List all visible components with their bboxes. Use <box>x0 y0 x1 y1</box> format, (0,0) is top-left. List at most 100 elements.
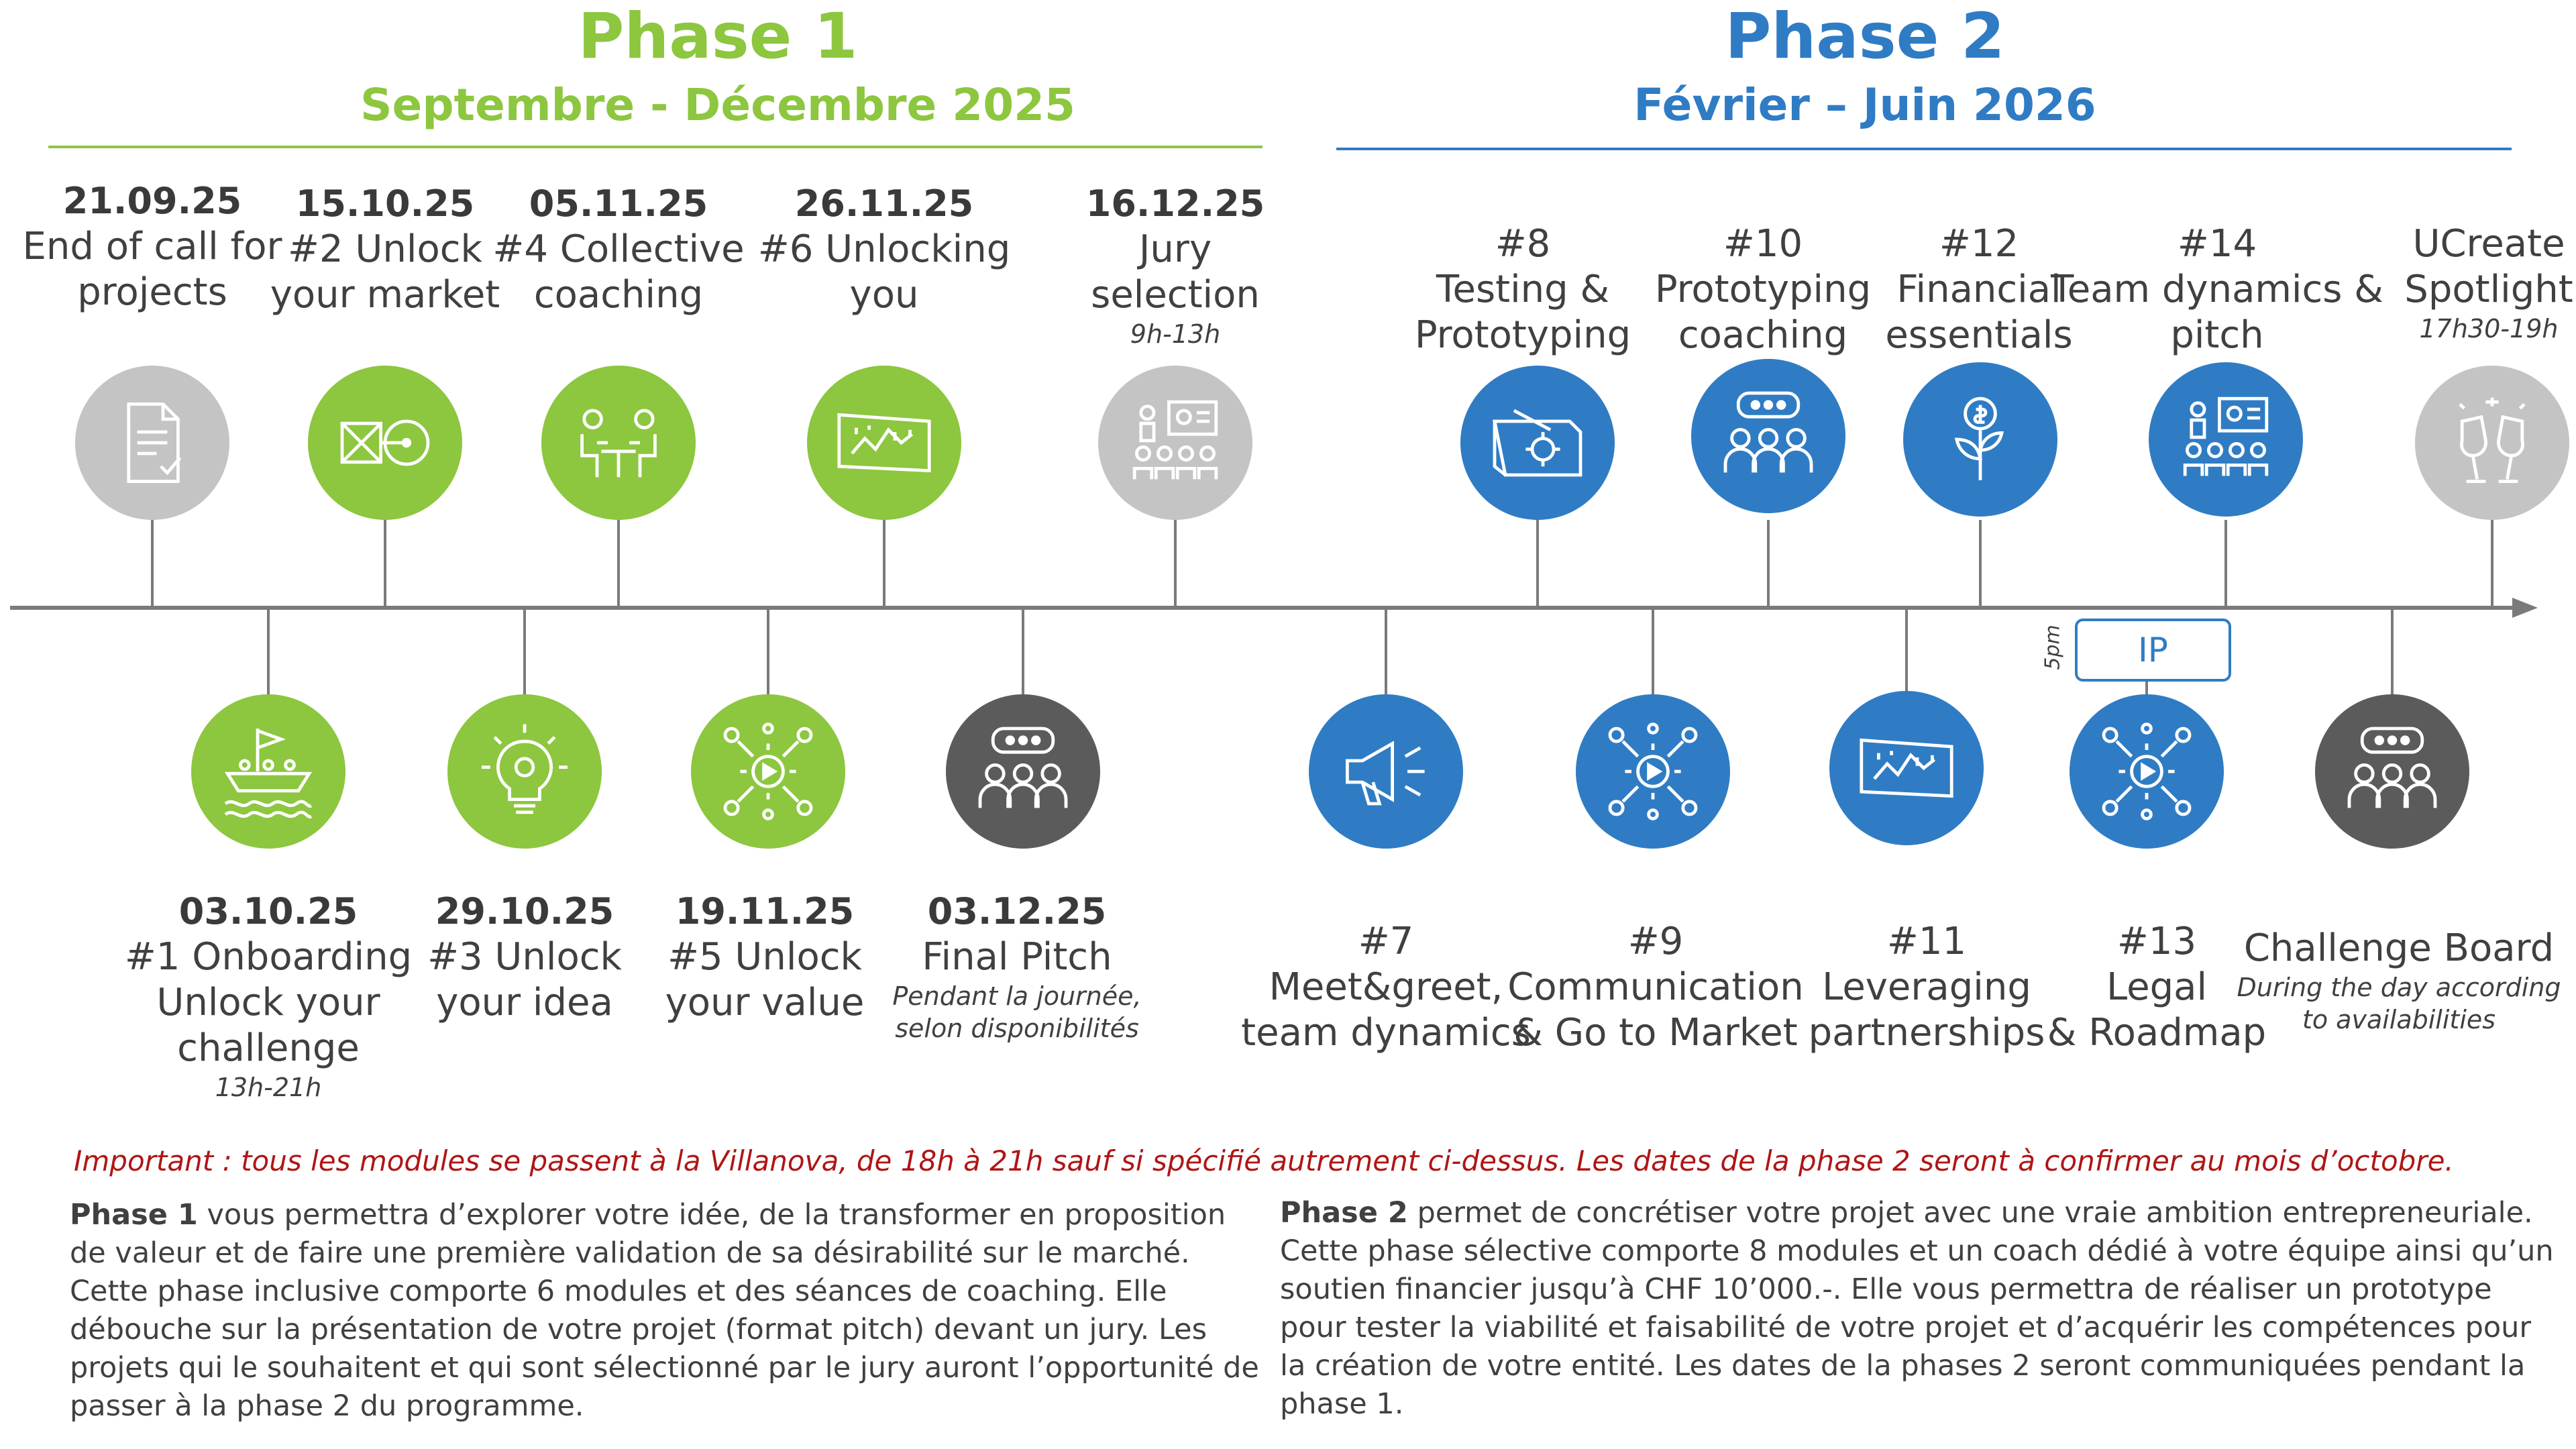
phase1-dates: Septembre - Décembre 2025 <box>360 79 1075 131</box>
event-node <box>2415 366 2569 520</box>
phase1-lead: Phase 1 <box>70 1198 198 1232</box>
event-title: Team dynamics & <box>2051 268 2383 311</box>
event-stem <box>1385 608 1387 696</box>
event-note: to availabilities <box>2302 1005 2496 1034</box>
event-label-bottom: 03.12.25 Final Pitch Pendant la journée,… <box>892 889 1141 1044</box>
event-number: #13 <box>2116 920 2197 963</box>
event-date: 16.12.25 <box>1085 182 1265 225</box>
event-label-top: 26.11.25 #6 Unlocking you <box>758 181 1010 318</box>
strategy-board-icon <box>837 413 931 473</box>
ip-box: IP <box>2075 619 2231 682</box>
event-title: essentials <box>1885 313 2073 357</box>
event-stem <box>267 608 270 696</box>
event-label-bottom: Challenge Board During the day according… <box>2237 926 2561 1036</box>
event-stem <box>1905 608 1908 696</box>
event-node <box>2070 694 2224 849</box>
event-note: selon disponibilités <box>895 1014 1139 1043</box>
event-time: 17h30-19h <box>2419 314 2559 343</box>
megaphone-icon <box>1346 741 1425 806</box>
event-date: 03.12.25 <box>927 890 1107 932</box>
meeting-table-icon <box>580 409 657 478</box>
event-stem <box>1979 520 1982 607</box>
event-note: During the day according <box>2237 973 2561 1002</box>
event-label-bottom: 29.10.25 #3 Unlock your idea <box>427 889 622 1026</box>
event-label-bottom: 19.11.25 #5 Unlock your value <box>665 889 865 1026</box>
event-number: #10 <box>1723 222 1803 266</box>
timeline-arrow-icon <box>2512 598 2538 618</box>
document-check-icon <box>127 402 182 483</box>
event-node <box>1460 366 1615 520</box>
event-node <box>1829 691 1984 845</box>
chat-group-icon <box>1723 391 1813 473</box>
event-label-top: 16.12.25 Jury selection 9h-13h <box>1086 181 1265 350</box>
event-title: partnerships <box>1808 1011 2045 1055</box>
event-title: Leveraging <box>1822 965 2031 1009</box>
event-node <box>1903 362 2057 517</box>
phase2-rule <box>1336 148 2512 150</box>
event-time: 9h-13h <box>1130 319 1221 349</box>
phase2-description: Phase 2 permet de concrétiser votre proj… <box>1280 1194 2561 1424</box>
phase2-lead: Phase 2 <box>1280 1196 1408 1230</box>
event-title: & Roadmap <box>2047 1011 2267 1055</box>
presentation-audience-icon <box>1132 400 1218 480</box>
event-title: #6 Unlocking <box>757 227 1011 271</box>
phase1-title: Phase 1 <box>578 0 858 73</box>
event-title: your market <box>270 273 500 317</box>
event-title: Meet&greet, <box>1269 965 1503 1009</box>
event-node <box>946 694 1100 849</box>
event-title: Communication <box>1507 965 1804 1009</box>
event-label-top: #10 Prototyping coaching <box>1655 221 1871 358</box>
event-stem <box>1022 608 1024 696</box>
event-label-bottom: 03.10.25 #1 Onboarding Unlock your chall… <box>125 889 412 1104</box>
chat-group-icon <box>2347 727 2437 808</box>
event-title: End of call for <box>22 225 282 268</box>
event-node <box>1309 694 1463 849</box>
network-gear-icon <box>2102 722 2192 820</box>
network-gear-icon <box>1608 722 1698 820</box>
event-stem <box>2391 608 2394 696</box>
event-title: projects <box>77 270 227 314</box>
event-title: Challenge Board <box>2243 926 2555 970</box>
event-number: #14 <box>2177 222 2257 266</box>
event-node <box>1576 694 1730 849</box>
event-node <box>2149 362 2303 517</box>
event-node <box>541 366 696 520</box>
event-node <box>308 366 462 520</box>
event-stem <box>617 520 620 607</box>
event-label-top: 21.09.25 End of call for projects <box>22 178 282 315</box>
phase1-text: vous permettra d’explorer votre idée, de… <box>70 1198 1259 1423</box>
important-note: Important : tous les modules se passent … <box>74 1144 2454 1177</box>
boat-crew-icon <box>224 729 313 818</box>
event-number: #12 <box>1939 222 2019 266</box>
event-number: #9 <box>1627 920 1684 963</box>
chat-group-icon <box>978 727 1068 808</box>
event-stem <box>1174 520 1177 607</box>
event-title: your idea <box>436 981 613 1024</box>
event-title: Prototyping <box>1654 268 1872 311</box>
event-title: UCreate <box>2412 222 2565 266</box>
lightbulb-gear-icon <box>482 724 568 814</box>
event-title: Testing & <box>1436 268 1610 311</box>
event-date: 21.09.25 <box>62 180 242 222</box>
event-stem <box>767 608 769 696</box>
event-title: Prototyping <box>1414 313 1631 357</box>
event-label-top: #12 Financial essentials <box>1885 221 2072 358</box>
event-date: 19.11.25 <box>675 890 855 932</box>
event-label-bottom: #11 Leveraging partnerships <box>1809 919 2045 1056</box>
event-label-bottom: #9 Communication & Go to Market <box>1507 919 1803 1056</box>
event-title: Financial <box>1896 268 2061 311</box>
event-node <box>691 694 845 849</box>
phase2-text: permet de concrétiser votre projet avec … <box>1280 1196 2554 1421</box>
event-label-bottom: #13 Legal & Roadmap <box>2047 919 2266 1056</box>
event-node <box>191 694 345 849</box>
event-title: selection <box>1091 273 1260 317</box>
event-label-bottom: #7 Meet&greet, team dynamics <box>1241 919 1531 1056</box>
event-title: Final Pitch <box>922 935 1112 979</box>
timeline-axis <box>10 606 2522 610</box>
event-stem <box>2491 520 2493 607</box>
event-title: #1 Onboarding <box>124 935 413 979</box>
event-number: #7 <box>1358 920 1414 963</box>
event-title: pitch <box>2170 313 2264 357</box>
event-title: Jury <box>1138 227 1212 271</box>
event-title: Unlock your <box>156 981 380 1024</box>
